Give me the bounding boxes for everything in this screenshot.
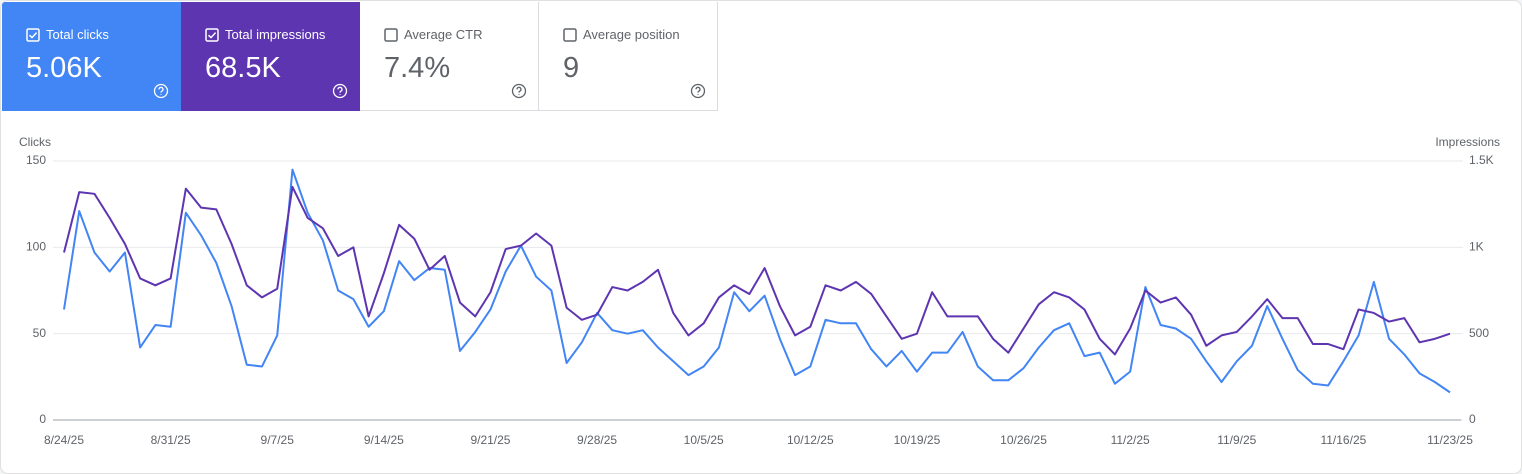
metric-label: Average position — [583, 27, 680, 42]
x-tick-label: 10/19/25 — [894, 433, 941, 447]
x-tick-label: 8/24/25 — [44, 433, 84, 447]
y2-axis-title: Impressions — [1435, 135, 1500, 149]
help-icon — [690, 83, 706, 99]
metric-label: Average CTR — [404, 27, 483, 42]
x-tick-label: 11/9/25 — [1217, 433, 1256, 447]
help-mark — [516, 86, 522, 95]
y-axis-title: Clicks — [19, 135, 51, 149]
series-line — [63, 168, 1451, 394]
checkbox — [205, 28, 219, 42]
checkbox — [563, 28, 577, 42]
metric-card[interactable]: Average position 9 — [539, 2, 718, 111]
x-tick-label: 10/5/25 — [684, 433, 724, 447]
checkmark — [28, 32, 38, 39]
x-tick-label: 9/28/25 — [577, 433, 617, 447]
metric-value: 5.06K — [26, 52, 102, 84]
help-mark — [158, 86, 164, 95]
checkbox-box — [205, 28, 219, 42]
checkbox — [384, 28, 398, 42]
help-icon — [511, 83, 527, 99]
y-tick-label: 100 — [26, 240, 46, 254]
help-circle — [690, 83, 706, 99]
x-tick-label: 10/12/25 — [787, 433, 834, 447]
x-tick-label: 9/21/25 — [470, 433, 510, 447]
help-mark — [695, 86, 701, 95]
y2-tick-label: 0 — [1469, 412, 1476, 426]
x-tick-label: 10/26/25 — [1000, 433, 1047, 447]
checkbox — [26, 28, 40, 42]
metric-label: Total impressions — [225, 27, 326, 42]
help-circle — [511, 83, 527, 99]
y2-tick-label: 1K — [1469, 240, 1484, 254]
help-mark — [337, 86, 343, 95]
help-circle — [332, 83, 348, 99]
metric-card[interactable]: Total clicks 5.06K — [2, 2, 181, 111]
metric-value: 68.5K — [205, 52, 281, 84]
help-icon — [332, 83, 348, 99]
series-line — [63, 185, 1451, 356]
x-tick-label: 9/7/25 — [261, 433, 295, 447]
metric-card[interactable]: Total impressions 68.5K — [181, 2, 360, 111]
metric-value: 7.4% — [384, 52, 451, 84]
y-tick-label: 0 — [39, 412, 46, 426]
metric-label: Total clicks — [46, 27, 109, 42]
x-tick-label: 11/16/25 — [1320, 433, 1366, 447]
x-tick-label: 11/2/25 — [1111, 433, 1150, 447]
x-tick-label: 8/31/25 — [151, 433, 191, 447]
y2-tick-label: 1.5K — [1469, 153, 1494, 167]
x-tick-label: 11/23/25 — [1427, 433, 1473, 447]
y2-tick-label: 500 — [1469, 326, 1489, 340]
help-circle — [153, 83, 169, 99]
checkbox-box — [26, 28, 40, 42]
help-icon — [153, 83, 169, 99]
metric-cards: Total clicks 5.06K Total impressions 68.5K A… — [2, 2, 718, 111]
x-tick-label: 9/14/25 — [364, 433, 404, 447]
y-tick-label: 150 — [26, 153, 46, 167]
checkbox-box — [384, 28, 398, 42]
checkbox-box — [563, 28, 577, 42]
checkmark — [207, 32, 217, 39]
metric-card[interactable]: Average CTR 7.4% — [360, 2, 539, 111]
y-tick-label: 50 — [33, 326, 47, 340]
metric-value: 9 — [563, 52, 580, 84]
